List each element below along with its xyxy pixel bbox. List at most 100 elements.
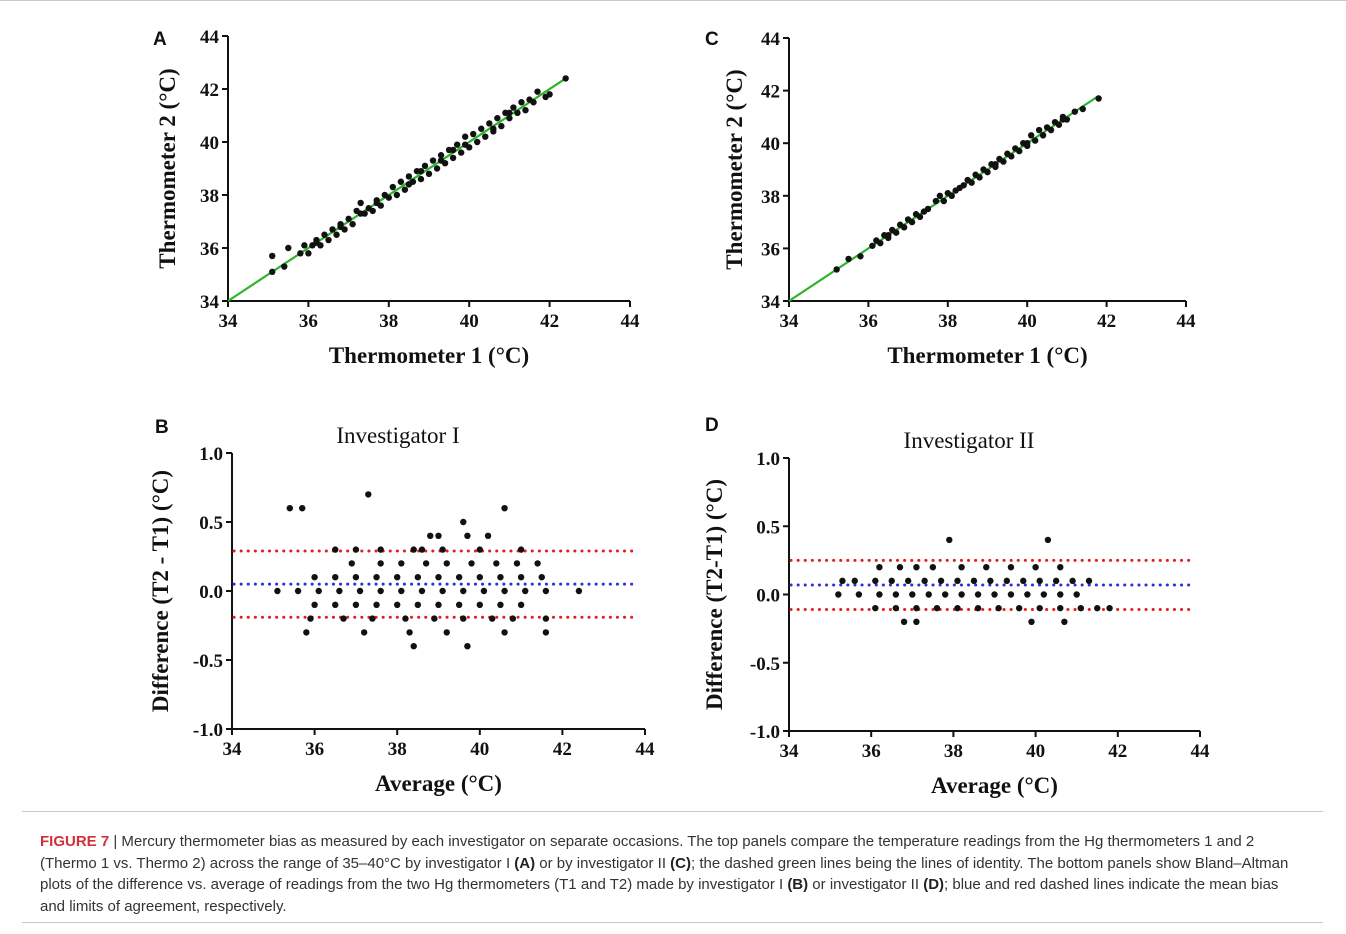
data-point-a bbox=[305, 250, 312, 257]
data-point-c bbox=[948, 192, 955, 199]
data-point-b bbox=[307, 615, 314, 622]
panel-b: 34 36 38 40 42 44 1.0 0.5 0.0 -0.5 -1.0 Average (°C… bbox=[148, 417, 655, 796]
data-point-a bbox=[482, 133, 489, 140]
data-point-b bbox=[373, 601, 380, 608]
x-tick-label-d: 40 bbox=[1026, 741, 1045, 762]
caption-ref-c: (C) bbox=[670, 854, 691, 872]
data-point-a bbox=[329, 226, 336, 233]
data-point-d bbox=[1044, 536, 1052, 544]
x-axis-label-c: Thermometer 1 (°C) bbox=[887, 343, 1087, 368]
data-point-d bbox=[876, 591, 883, 598]
data-point-d bbox=[1007, 564, 1015, 571]
data-point-b bbox=[501, 587, 508, 595]
data-point-d bbox=[921, 577, 928, 585]
data-point-b bbox=[332, 574, 339, 581]
caption-text-3: ; the dashed green lines being the lines… bbox=[40, 854, 1289, 894]
data-point-d bbox=[1061, 618, 1068, 625]
data-point-d bbox=[1077, 604, 1085, 612]
figure-panels: 34 36 38 40 42 44 34 36 38 40 42 44 Thermometer 1 (°… bbox=[148, 27, 1210, 798]
data-point-a bbox=[325, 236, 332, 244]
data-point-c bbox=[1031, 137, 1039, 144]
data-point-c bbox=[1035, 126, 1043, 134]
y-tick-label-b: 0.0 bbox=[199, 582, 223, 603]
x-tick-label-c: 38 bbox=[938, 311, 957, 332]
data-point-a bbox=[530, 99, 537, 106]
caption-text-4: or investigator II bbox=[808, 876, 924, 893]
data-point-b bbox=[493, 560, 500, 567]
data-point-d bbox=[888, 577, 895, 585]
x-tick-label-c: 36 bbox=[859, 311, 878, 332]
data-point-d bbox=[904, 577, 912, 585]
data-point-b bbox=[369, 615, 376, 622]
data-point-b bbox=[431, 615, 438, 622]
y-tick-label-c: 44 bbox=[761, 29, 781, 50]
data-point-d bbox=[1085, 577, 1093, 585]
data-point-c bbox=[992, 161, 999, 168]
data-point-d bbox=[1057, 604, 1064, 612]
data-point-a bbox=[486, 120, 493, 127]
y-tick-label-b: -1.0 bbox=[193, 720, 223, 741]
data-point-a bbox=[478, 125, 485, 132]
data-point-d bbox=[892, 604, 900, 612]
caption-ref-a: (A) bbox=[514, 854, 536, 872]
data-point-a bbox=[437, 152, 445, 159]
y-tick-label-b: -0.5 bbox=[193, 651, 223, 672]
data-point-a bbox=[534, 88, 541, 95]
data-point-a bbox=[357, 210, 364, 217]
y-tick-label-c: 38 bbox=[761, 187, 780, 208]
panel-d: 34 36 38 40 42 44 1.0 0.5 0.0 -0.5 -1.0 Average (°C… bbox=[702, 415, 1210, 798]
data-point-a bbox=[490, 128, 497, 135]
data-point-a bbox=[474, 138, 481, 146]
x-tick-label-d: 34 bbox=[780, 741, 800, 762]
data-point-c bbox=[1027, 132, 1035, 139]
data-point-d bbox=[851, 577, 858, 585]
y-tick-label-d: -0.5 bbox=[750, 654, 780, 675]
data-point-b bbox=[406, 629, 413, 636]
data-point-b bbox=[352, 601, 360, 608]
panel-letter-a: A bbox=[153, 29, 167, 50]
data-point-c bbox=[1079, 105, 1086, 113]
data-point-c bbox=[833, 266, 840, 273]
data-point-d bbox=[835, 591, 842, 598]
data-point-b bbox=[365, 491, 372, 498]
data-point-b bbox=[398, 560, 405, 567]
data-point-a bbox=[494, 114, 501, 122]
data-point-b bbox=[435, 532, 442, 539]
data-point-c bbox=[892, 229, 900, 236]
x-tick-label-a: 42 bbox=[540, 311, 559, 332]
data-point-d bbox=[1106, 604, 1113, 612]
data-point-b bbox=[517, 574, 525, 581]
data-point-b bbox=[542, 587, 550, 595]
data-point-a bbox=[437, 157, 445, 164]
data-point-d bbox=[970, 577, 978, 585]
figure-number: FIGURE 7 bbox=[40, 833, 110, 850]
y-tick-label-c: 40 bbox=[761, 134, 780, 155]
data-point-a bbox=[385, 194, 392, 201]
y-tick-label-d: 1.0 bbox=[756, 449, 780, 470]
data-point-c bbox=[869, 242, 876, 249]
data-point-b bbox=[455, 574, 463, 581]
data-point-a bbox=[429, 157, 437, 164]
panel-letter-c: C bbox=[705, 29, 719, 50]
data-point-b bbox=[360, 629, 368, 636]
data-point-d bbox=[1073, 591, 1080, 598]
caption-text-5: ; blue and red dashed lines indicate the… bbox=[40, 876, 1279, 915]
data-point-a bbox=[461, 141, 469, 148]
data-point-b bbox=[410, 643, 417, 650]
data-point-b bbox=[538, 574, 545, 581]
data-point-a bbox=[506, 109, 513, 117]
data-point-c bbox=[857, 253, 864, 260]
data-point-a bbox=[562, 75, 569, 82]
data-point-d bbox=[913, 604, 920, 612]
data-point-c bbox=[1039, 132, 1047, 139]
y-axis-label-b: Difference (T2 - T1) (°C) bbox=[148, 470, 173, 712]
data-point-d bbox=[1032, 564, 1039, 571]
y-axis-label-a: Thermometer 2 (°C) bbox=[155, 68, 180, 268]
data-point-d bbox=[839, 577, 846, 585]
data-point-b bbox=[460, 587, 467, 595]
data-point-b bbox=[484, 532, 492, 539]
data-point-b bbox=[427, 532, 434, 539]
panel-title-d: Investigator II bbox=[904, 428, 1035, 453]
data-point-b bbox=[418, 587, 426, 595]
caption-separator: | bbox=[109, 833, 122, 850]
